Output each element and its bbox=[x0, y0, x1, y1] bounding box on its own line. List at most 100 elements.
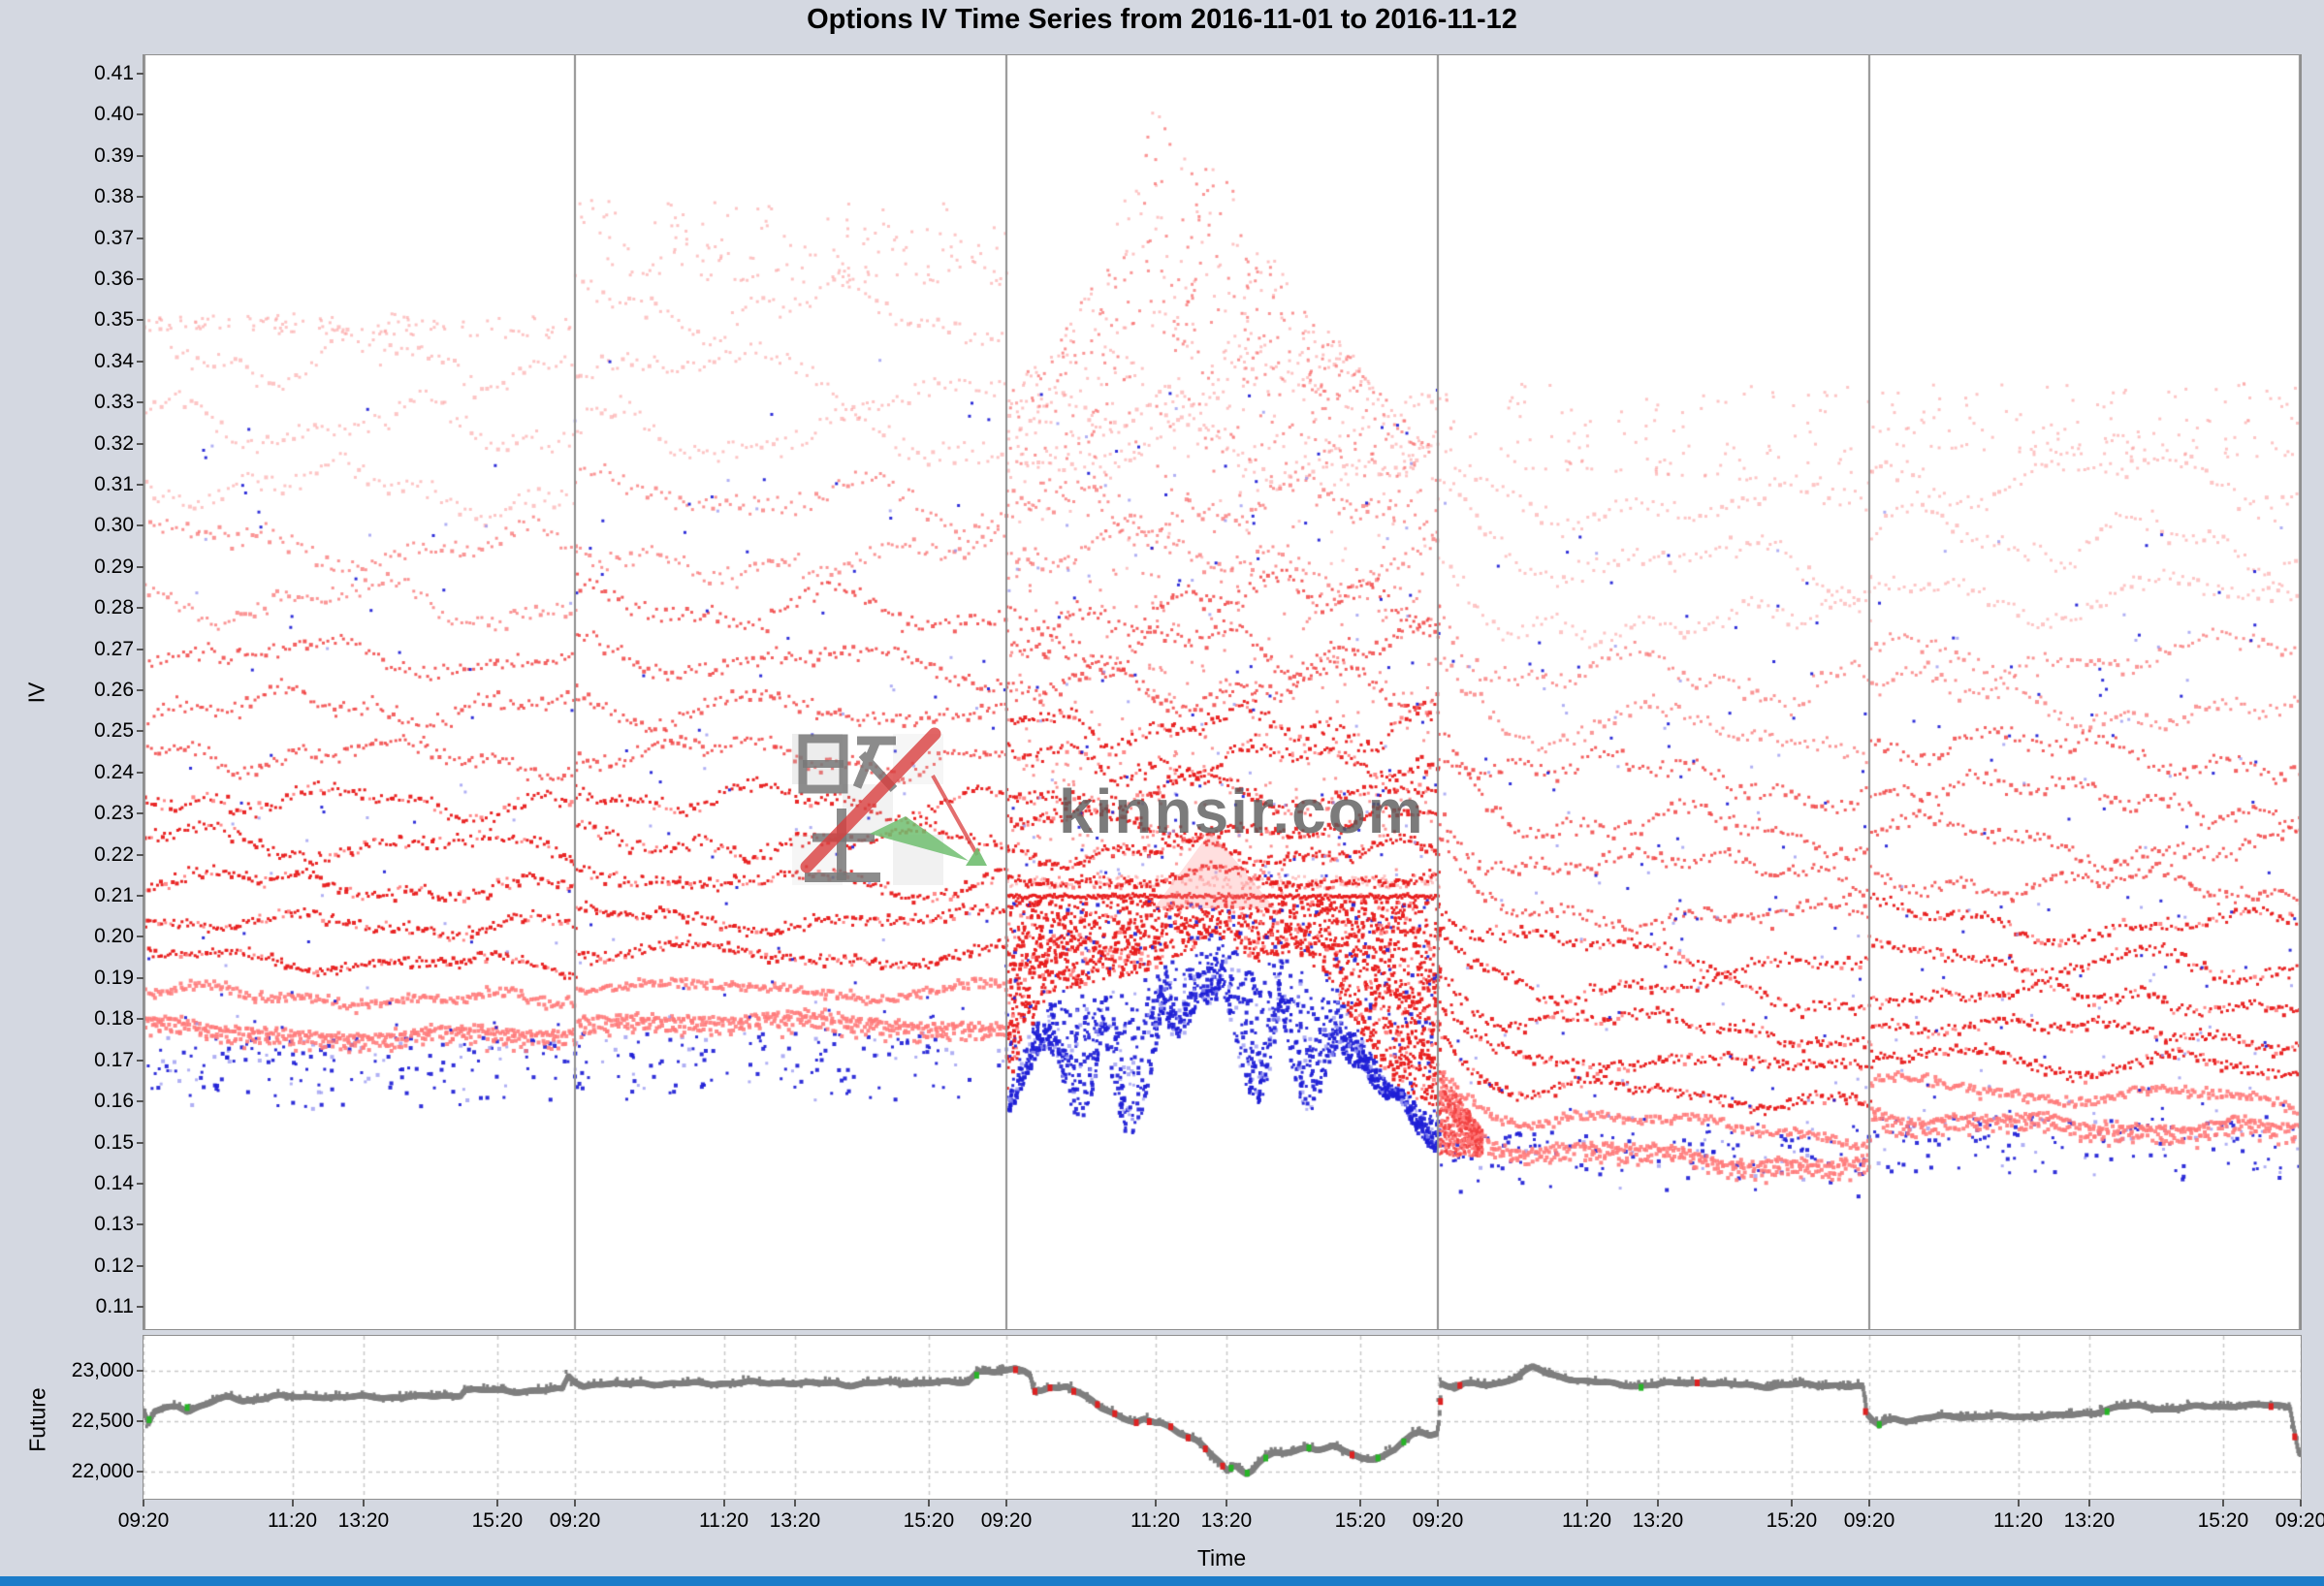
time-xtick-label: 11:20 bbox=[268, 1509, 318, 1532]
time-xtick-label: 13:20 bbox=[1632, 1509, 1684, 1532]
time-xtick-mark bbox=[1437, 1500, 1439, 1507]
time-xtick-mark bbox=[1868, 1500, 1870, 1507]
time-xtick-mark bbox=[291, 1500, 294, 1507]
time-xtick-label: 09:20 bbox=[117, 1509, 170, 1532]
iv-ytick-mark bbox=[137, 565, 143, 568]
iv-ytick-label: 0.31 bbox=[94, 473, 134, 496]
chart-title: Options IV Time Series from 2016-11-01 t… bbox=[807, 4, 1517, 35]
iv-ytick-mark bbox=[137, 1306, 143, 1309]
iv-ytick-label: 0.33 bbox=[94, 391, 134, 414]
iv-ytick-mark bbox=[137, 976, 143, 979]
iv-ytick-label: 0.11 bbox=[95, 1295, 134, 1318]
time-xtick-mark bbox=[1225, 1500, 1227, 1507]
iv-ytick-mark bbox=[137, 1059, 143, 1062]
future-ytick-label: 23,000 bbox=[71, 1358, 134, 1381]
iv-ytick-mark bbox=[137, 689, 143, 692]
iv-ytick-mark bbox=[137, 1100, 143, 1103]
iv-ytick-label: 0.35 bbox=[94, 308, 134, 332]
time-xtick-mark bbox=[1005, 1500, 1007, 1507]
iv-ytick-label: 0.34 bbox=[94, 349, 134, 372]
iv-ytick-label: 0.38 bbox=[94, 185, 134, 208]
iv-ytick-label: 0.29 bbox=[94, 555, 134, 578]
iv-ytick-label: 0.40 bbox=[94, 103, 134, 126]
iv-ytick-label: 0.13 bbox=[94, 1213, 134, 1236]
time-xtick-label: 09:20 bbox=[1843, 1509, 1895, 1532]
iv-ytick-mark bbox=[137, 936, 143, 938]
future-ytick-mark bbox=[137, 1369, 143, 1372]
iv-ytick-label: 0.32 bbox=[94, 431, 134, 455]
iv-ytick-mark bbox=[137, 1223, 143, 1226]
time-xtick-label: 13:20 bbox=[1200, 1509, 1253, 1532]
future-ytick-mark bbox=[137, 1420, 143, 1422]
iv-ytick-mark bbox=[137, 1182, 143, 1185]
iv-ytick-label: 0.36 bbox=[94, 268, 134, 291]
iv-ytick-mark bbox=[137, 360, 143, 363]
iv-ytick-mark bbox=[137, 1141, 143, 1144]
time-xtick-mark bbox=[927, 1500, 930, 1507]
time-xtick-label: 11:20 bbox=[1130, 1509, 1181, 1532]
time-xtick-mark bbox=[1790, 1500, 1793, 1507]
iv-scatter-panel bbox=[143, 54, 2302, 1330]
iv-ytick-label: 0.20 bbox=[94, 925, 134, 948]
iv-axis-title: IV bbox=[23, 682, 49, 704]
iv-ytick-label: 0.25 bbox=[94, 719, 134, 743]
iv-ytick-label: 0.41 bbox=[94, 62, 134, 85]
iv-ytick-mark bbox=[137, 237, 143, 239]
iv-ytick-mark bbox=[137, 442, 143, 445]
iv-ytick-label: 0.22 bbox=[94, 842, 134, 866]
future-ytick-mark bbox=[137, 1471, 143, 1474]
time-xtick-label: 15:20 bbox=[471, 1509, 524, 1532]
time-xtick-label: 15:20 bbox=[2197, 1509, 2249, 1532]
time-axis-title: Time bbox=[1196, 1545, 1247, 1570]
iv-ytick-label: 0.14 bbox=[94, 1171, 134, 1194]
iv-ytick-mark bbox=[137, 607, 143, 610]
iv-ytick-mark bbox=[137, 853, 143, 856]
iv-ytick-mark bbox=[137, 895, 143, 898]
time-xtick-label: 15:20 bbox=[1334, 1509, 1386, 1532]
time-xtick-label: 15:20 bbox=[1766, 1509, 1818, 1532]
time-xtick-mark bbox=[1656, 1500, 1659, 1507]
iv-ytick-mark bbox=[137, 1018, 143, 1021]
iv-ytick-mark bbox=[137, 484, 143, 487]
time-xtick-mark bbox=[793, 1500, 796, 1507]
iv-ytick-mark bbox=[137, 113, 143, 116]
time-xtick-label: 11:20 bbox=[1993, 1509, 2044, 1532]
time-xtick-mark bbox=[722, 1500, 725, 1507]
iv-ytick-label: 0.30 bbox=[94, 514, 134, 537]
time-xtick-label: 13:20 bbox=[2063, 1509, 2116, 1532]
iv-ytick-label: 0.18 bbox=[94, 1007, 134, 1031]
iv-ytick-label: 0.28 bbox=[94, 596, 134, 619]
time-xtick-mark bbox=[1154, 1500, 1157, 1507]
iv-ytick-mark bbox=[137, 1264, 143, 1267]
time-xtick-mark bbox=[2221, 1500, 2224, 1507]
iv-ytick-mark bbox=[137, 319, 143, 322]
future-axis-title: Future bbox=[24, 1387, 50, 1452]
iv-ytick-label: 0.24 bbox=[94, 760, 134, 783]
iv-ytick-label: 0.23 bbox=[94, 802, 134, 825]
time-xtick-label: 15:20 bbox=[903, 1509, 955, 1532]
iv-ytick-mark bbox=[137, 278, 143, 281]
iv-scatter-canvas bbox=[143, 55, 2301, 1329]
time-xtick-mark bbox=[574, 1500, 576, 1507]
iv-ytick-label: 0.27 bbox=[94, 637, 134, 660]
iv-ytick-label: 0.37 bbox=[94, 226, 134, 249]
future-line-canvas bbox=[143, 1336, 2301, 1499]
iv-ytick-label: 0.17 bbox=[94, 1048, 134, 1071]
iv-ytick-mark bbox=[137, 524, 143, 527]
time-xtick-mark bbox=[362, 1500, 365, 1507]
bottom-window-bar bbox=[0, 1576, 2324, 1586]
iv-ytick-mark bbox=[137, 648, 143, 650]
iv-ytick-label: 0.19 bbox=[94, 966, 134, 989]
iv-ytick-label: 0.26 bbox=[94, 679, 134, 702]
time-xtick-mark bbox=[2087, 1500, 2090, 1507]
iv-ytick-mark bbox=[137, 73, 143, 76]
time-xtick-label: 11:20 bbox=[1562, 1509, 1612, 1532]
future-ytick-label: 22,500 bbox=[71, 1410, 134, 1432]
iv-ytick-mark bbox=[137, 730, 143, 733]
iv-ytick-label: 0.12 bbox=[94, 1253, 134, 1277]
time-xtick-mark bbox=[2300, 1500, 2302, 1507]
time-xtick-label: 13:20 bbox=[337, 1509, 390, 1532]
iv-ytick-mark bbox=[137, 401, 143, 404]
time-xtick-mark bbox=[1585, 1500, 1588, 1507]
